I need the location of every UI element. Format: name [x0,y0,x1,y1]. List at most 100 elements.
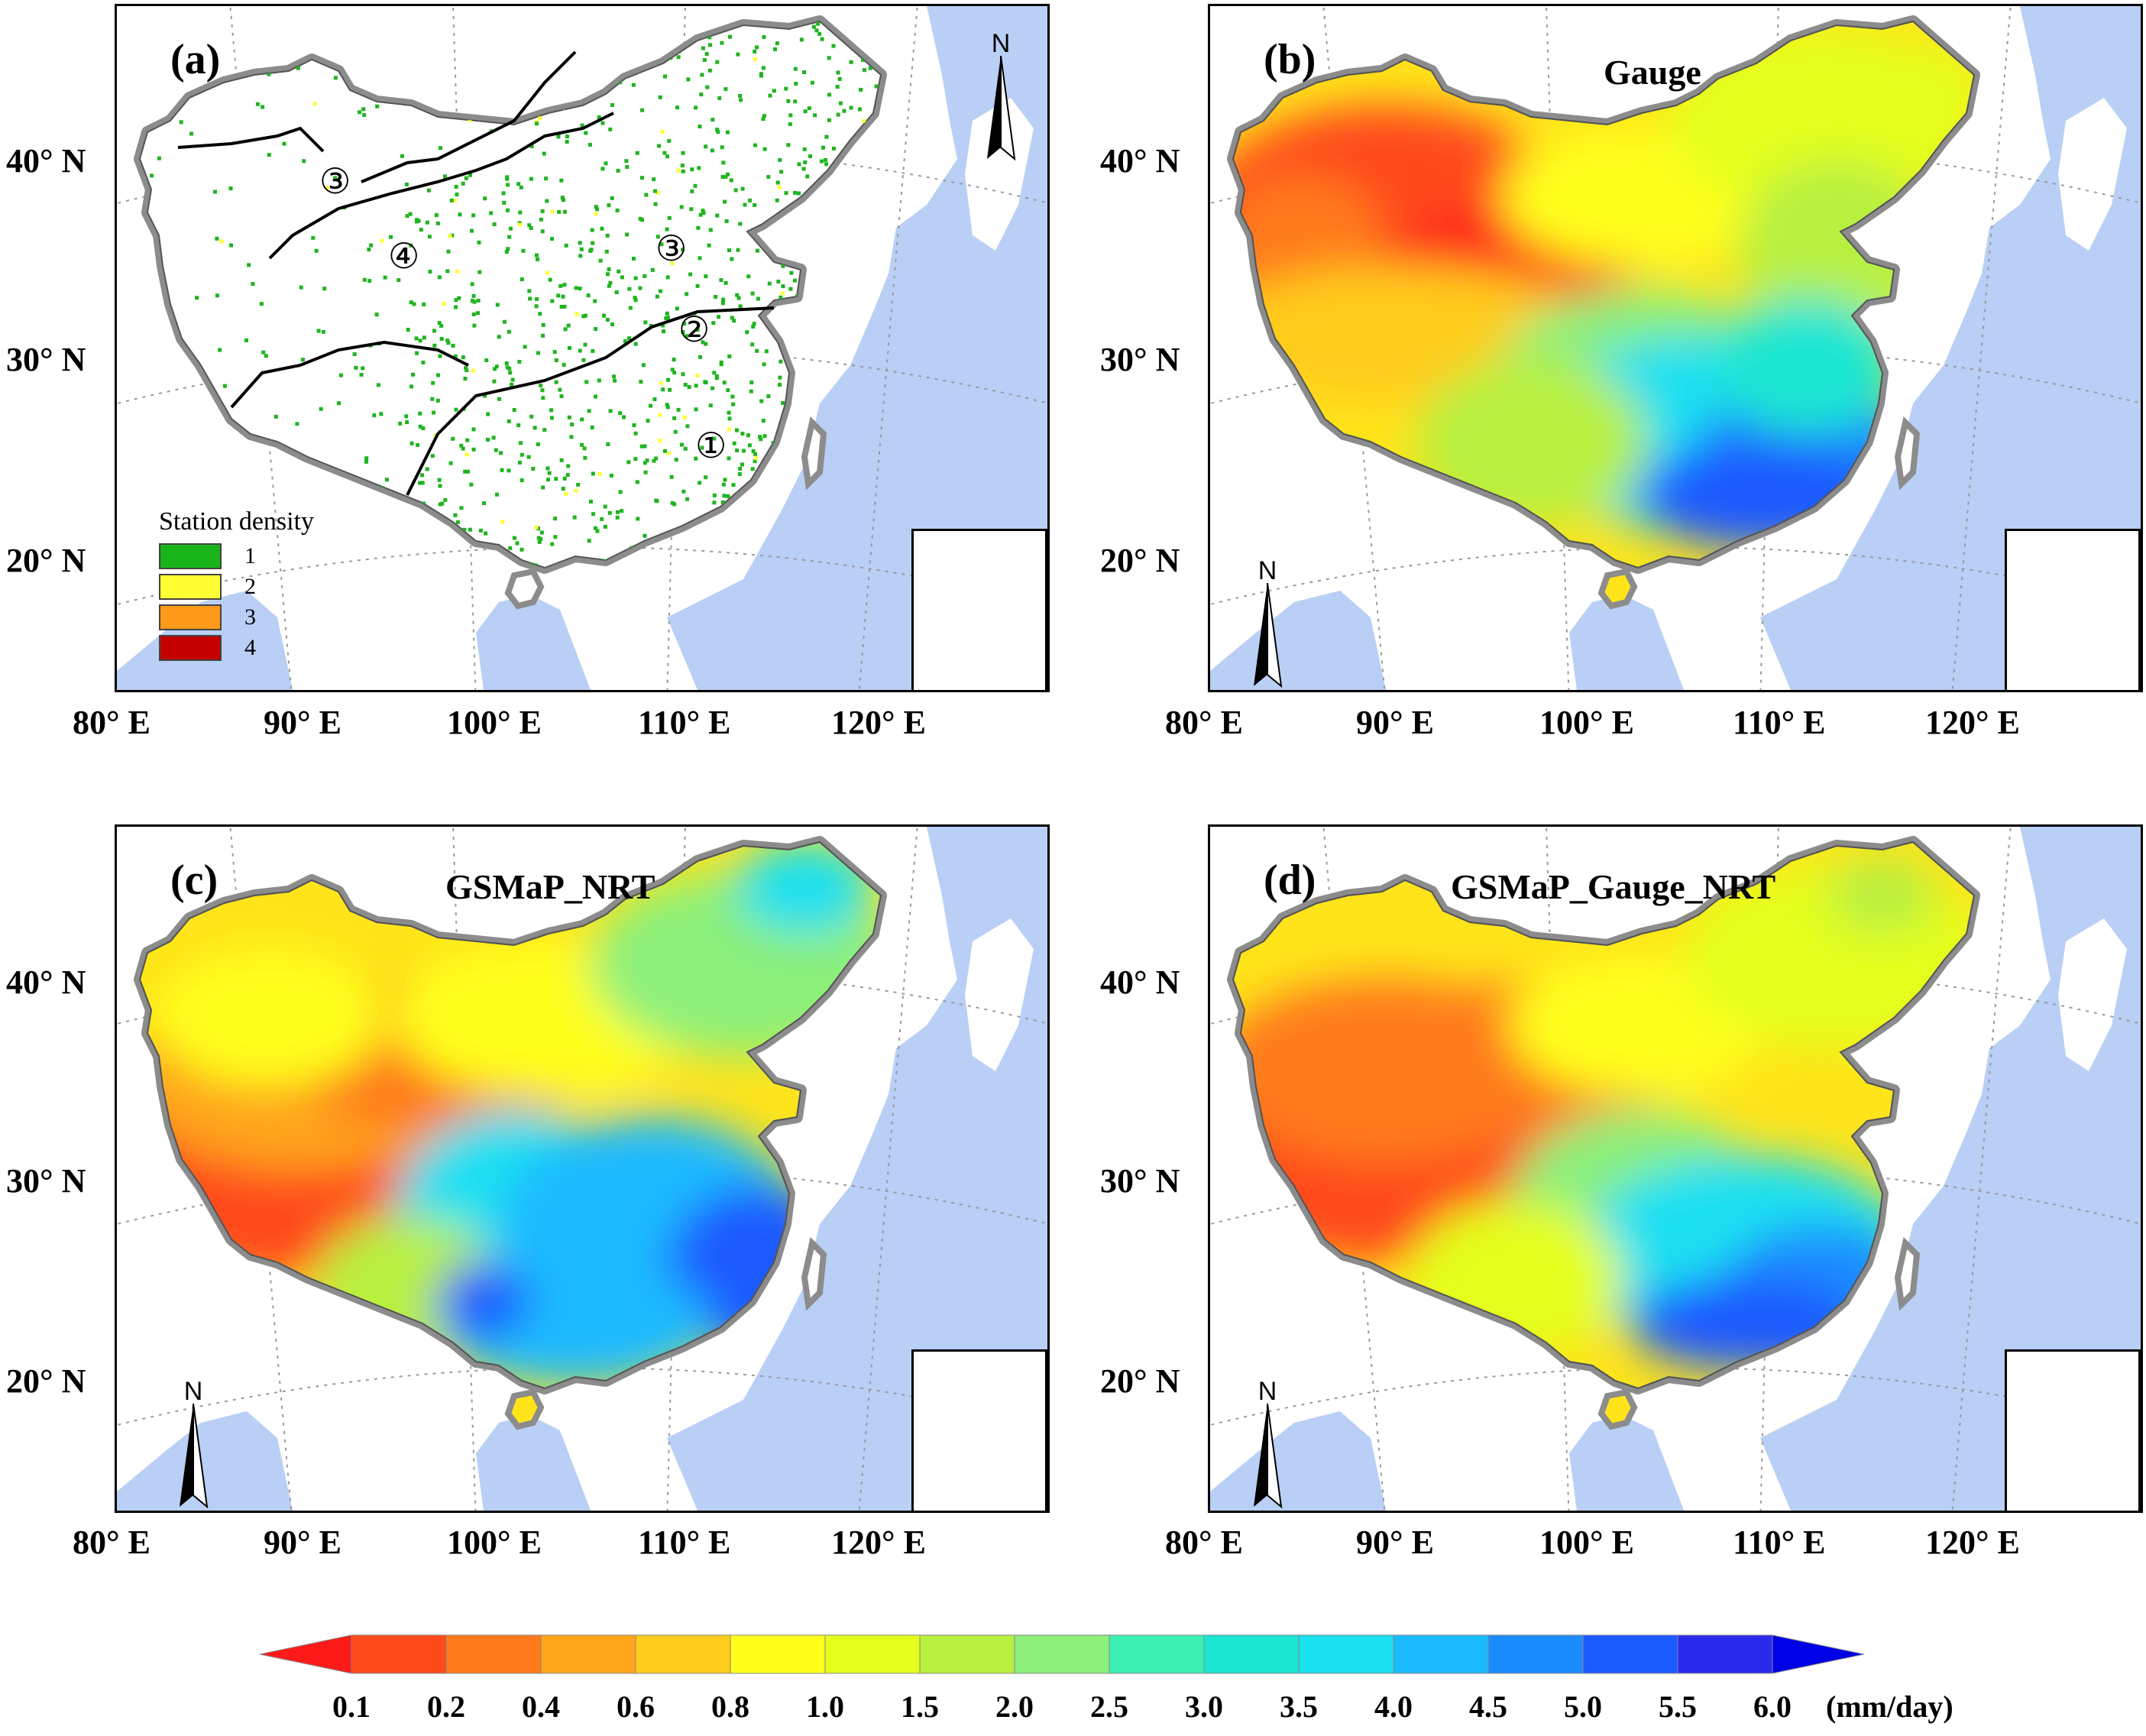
station-point [679,205,684,209]
station-point [779,170,784,174]
station-point [868,66,872,70]
korea-land [831,243,873,319]
station-point [409,441,414,445]
station-point [526,455,531,459]
station-point [695,283,700,288]
station-point [772,89,776,93]
station-point [550,299,555,303]
station-point [576,482,581,487]
station-point [672,416,677,420]
station-point [703,380,707,384]
station-point [491,436,496,440]
station-point [375,104,380,108]
station-point [553,517,558,521]
region-boundary-3 [361,50,577,183]
station-point [802,70,807,75]
station-point [735,428,740,432]
station-point [723,87,728,92]
panel-a-label: (a) [170,36,221,83]
precip-region [1416,358,1646,526]
panel-b-title: Gauge [1604,53,1701,92]
colorbar-segment [635,1634,731,1674]
station-point [581,314,586,319]
station-point [563,327,568,332]
station-point [724,219,729,224]
map-b [1210,6,2141,690]
longitude-gridline [452,827,477,1511]
station-point [405,214,409,219]
station-point [784,191,788,196]
longitude-gridline [1951,6,2012,690]
station-point [578,241,582,245]
station-point [595,529,600,533]
station-point [719,278,723,283]
lat-label-40-b: 40° N [1100,142,1180,180]
station-point [667,138,672,143]
station-point [561,294,565,299]
station-point [379,412,384,416]
station-point [597,115,601,119]
station-point [746,274,751,279]
station-point [676,407,681,412]
station-point [717,96,722,100]
station-point [432,410,436,415]
station-point [633,296,637,300]
station-point [540,388,545,393]
station-point [726,388,730,393]
station-point [631,83,636,87]
station-point [583,313,587,318]
station-point [762,362,766,367]
station-point [730,257,734,261]
station-point [476,298,481,303]
station-point [445,269,450,274]
colorbar-tick-label: 5.5 [1659,1689,1697,1724]
station-point [477,270,482,274]
station-point [498,451,503,455]
station-point [588,499,593,504]
station-point [357,110,361,115]
station-point [222,384,227,388]
station-point [635,480,639,484]
colorbar-tick-label: 0.8 [711,1689,749,1724]
station-point [189,131,194,136]
station-point [803,109,808,114]
latitude-gridline [1210,546,2141,606]
station-point [778,185,782,189]
station-point [367,248,371,252]
lon-label-80-a: 80° E [73,704,151,741]
station-point [646,419,650,423]
station-point [426,188,431,193]
station-point [874,84,879,89]
lon-label-80-c: 80° E [73,1524,151,1561]
station-point [316,329,321,333]
lon-label-110-d: 110° E [1733,1524,1826,1561]
legend-label: 2 [244,574,256,599]
station-point [660,129,665,134]
lon-label-120-d: 120° E [1925,1524,2020,1561]
station-point [597,378,601,383]
station-point [554,477,558,481]
station-point [219,239,224,244]
station-point [675,306,679,311]
region-marker-2: ② [678,309,710,350]
station-point [461,355,465,360]
station-point [471,368,476,373]
colorbar-tick-label: 2.5 [1090,1689,1128,1724]
precip-field [1233,29,1974,549]
station-point [549,416,554,420]
station-point [545,466,550,471]
station-point [527,289,532,293]
station-point [531,466,536,471]
station-point [727,456,731,461]
taiwan-island [1894,416,1921,491]
station-point [579,247,584,251]
station-point [362,277,367,282]
station-point [415,351,419,355]
station-point [507,468,511,473]
station-point [665,311,669,316]
station-point [541,333,545,338]
station-point [685,292,689,296]
station-point [559,394,564,399]
colorbar-tick-label: 3.5 [1280,1689,1318,1724]
station-point [743,202,747,207]
